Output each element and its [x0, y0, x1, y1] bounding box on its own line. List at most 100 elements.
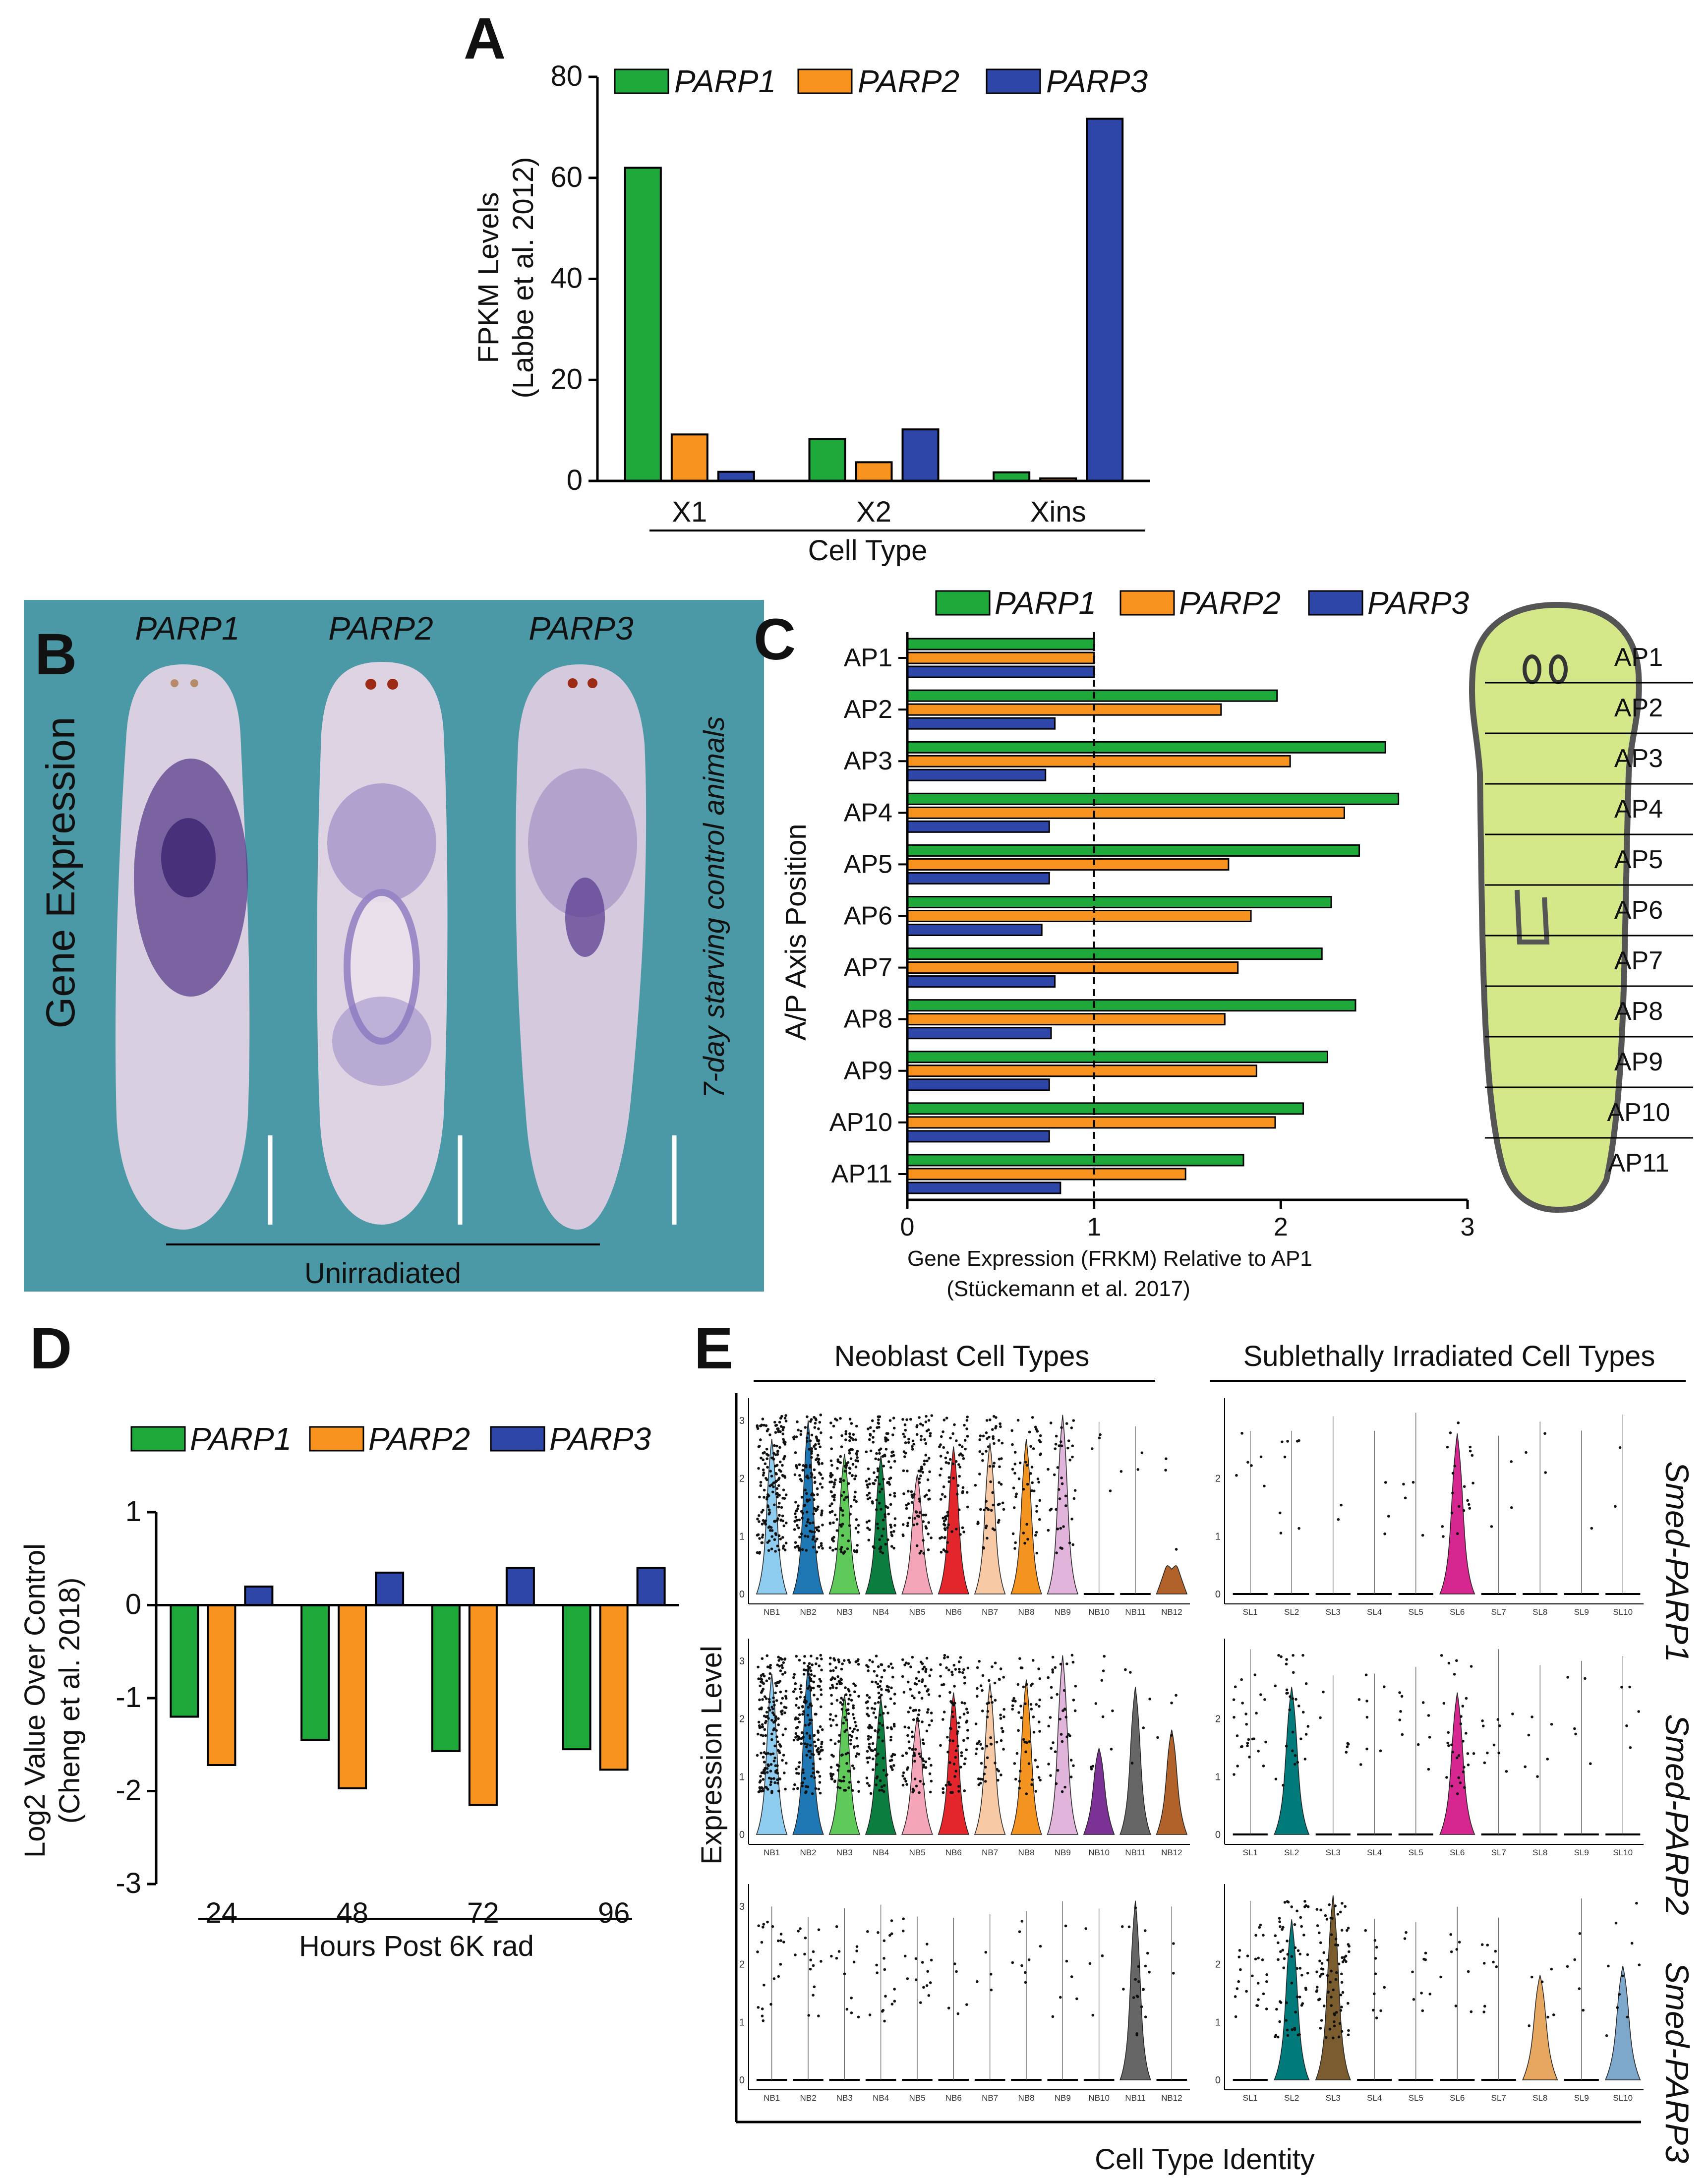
- violin-point: [998, 1519, 1001, 1522]
- violin-point: [775, 1492, 779, 1495]
- violin-point: [806, 1743, 809, 1746]
- violin-point: [814, 1421, 817, 1425]
- violin-point: [1281, 1948, 1285, 1952]
- violin-point: [805, 1524, 808, 1528]
- violin-point: [762, 1688, 765, 1691]
- violin-point: [929, 1790, 932, 1794]
- violin-point: [889, 1531, 893, 1534]
- violin-point: [1060, 1482, 1064, 1485]
- violin-point: [1064, 1715, 1068, 1719]
- violin-point: [777, 1655, 780, 1659]
- violin-point: [809, 1756, 812, 1759]
- violin-point: [848, 1694, 852, 1697]
- violin-point: [830, 1474, 834, 1477]
- violin-point: [890, 2003, 894, 2006]
- violin-point: [868, 1491, 871, 1495]
- violin-point: [1343, 1958, 1346, 1961]
- a-ytick-label: 80: [550, 60, 583, 92]
- violin-point: [1065, 1422, 1068, 1425]
- violin-point: [831, 1538, 834, 1541]
- violin-point: [1026, 1537, 1029, 1541]
- violin-point: [1137, 1965, 1140, 1968]
- violin-point: [1301, 1653, 1304, 1657]
- violin-point: [829, 1687, 832, 1690]
- violin-point: [830, 1775, 833, 1778]
- violin-point: [942, 1787, 945, 1790]
- violin-point: [999, 1422, 1001, 1425]
- worm-segment-label: AP1: [1614, 643, 1663, 672]
- violin-point: [1060, 1444, 1063, 1447]
- nb-tick-label: NB1: [764, 2093, 780, 2103]
- violin-point: [761, 1523, 764, 1526]
- violin-point: [1122, 1988, 1125, 1991]
- violin-point: [763, 1423, 766, 1427]
- violin-point: [806, 1687, 810, 1690]
- nb-violin-nb3: [828, 1454, 861, 1594]
- violin-point: [913, 1493, 916, 1496]
- violin-point: [867, 1735, 870, 1738]
- violin-point: [778, 1514, 781, 1517]
- violin-point: [866, 1712, 869, 1716]
- violin-point: [784, 1727, 787, 1731]
- violin-point: [868, 1519, 871, 1523]
- violin-point: [866, 1485, 870, 1489]
- nb-tick-label: NB10: [1088, 2093, 1110, 2103]
- violin-point: [939, 1536, 942, 1540]
- violin-point: [902, 1917, 905, 1920]
- violin-point: [802, 1736, 805, 1739]
- violin-point: [781, 1547, 785, 1550]
- violin-point: [779, 1933, 783, 1936]
- violin-point: [998, 1458, 1001, 1461]
- violin-point: [817, 1546, 821, 1549]
- sl-tick-label: SL7: [1491, 1848, 1506, 1857]
- violin-point: [817, 1738, 820, 1741]
- violin-point: [803, 1696, 806, 1699]
- violin-point: [945, 1416, 948, 1419]
- violin-point: [799, 1433, 803, 1436]
- violin-point: [795, 1464, 798, 1467]
- violin-point: [868, 2013, 872, 2016]
- violin-point: [1024, 1971, 1027, 1974]
- violin-point: [1029, 1703, 1033, 1706]
- a-bar-parp2-x1: [670, 433, 708, 482]
- violin-point: [845, 2007, 849, 2011]
- violin-point: [855, 1949, 858, 1952]
- violin-point: [1459, 1781, 1462, 1784]
- violin-point: [813, 1480, 817, 1484]
- violin-point: [846, 1461, 850, 1464]
- violin-point: [849, 1457, 853, 1460]
- violin-point: [1001, 1441, 1004, 1445]
- violin-point: [800, 1533, 803, 1535]
- sl-violin-sl10: [1605, 1965, 1641, 2080]
- violin-point: [907, 1662, 910, 1665]
- a-bar-parp1-x2: [808, 438, 846, 482]
- violin-point: [992, 1437, 995, 1440]
- violin-point: [947, 1668, 950, 1672]
- violin-point: [1054, 1750, 1057, 1753]
- violin-point: [761, 1417, 765, 1420]
- violin-point: [812, 1535, 815, 1538]
- sl-violin-sl2: [1274, 1687, 1310, 1835]
- violin-point: [903, 1423, 907, 1426]
- sl-tick-label: SL10: [1613, 1848, 1633, 1857]
- violin-point: [818, 1678, 822, 1681]
- violin-point: [962, 1712, 966, 1716]
- violin-point: [869, 1426, 872, 1429]
- legend-label-parp2: PARP2: [858, 63, 959, 99]
- c-bar-parp3-ap4: [906, 820, 1050, 833]
- violin-point: [1035, 1510, 1038, 1513]
- violin-point: [1319, 1908, 1322, 1912]
- violin-point: [887, 1665, 890, 1668]
- violin-point: [1002, 1715, 1005, 1718]
- violin-point: [1458, 1941, 1461, 1944]
- violin-point: [944, 1456, 947, 1460]
- violin-point: [820, 1431, 823, 1434]
- violin-point: [801, 1517, 804, 1520]
- violin-point: [888, 1934, 891, 1937]
- violin-ytick-label: 2: [1215, 1474, 1221, 1484]
- violin-point: [1333, 2024, 1336, 2028]
- violin-point: [957, 1721, 960, 1725]
- violin-point: [828, 1511, 832, 1514]
- violin-point: [930, 1958, 933, 1962]
- violin-point: [1000, 1457, 1003, 1460]
